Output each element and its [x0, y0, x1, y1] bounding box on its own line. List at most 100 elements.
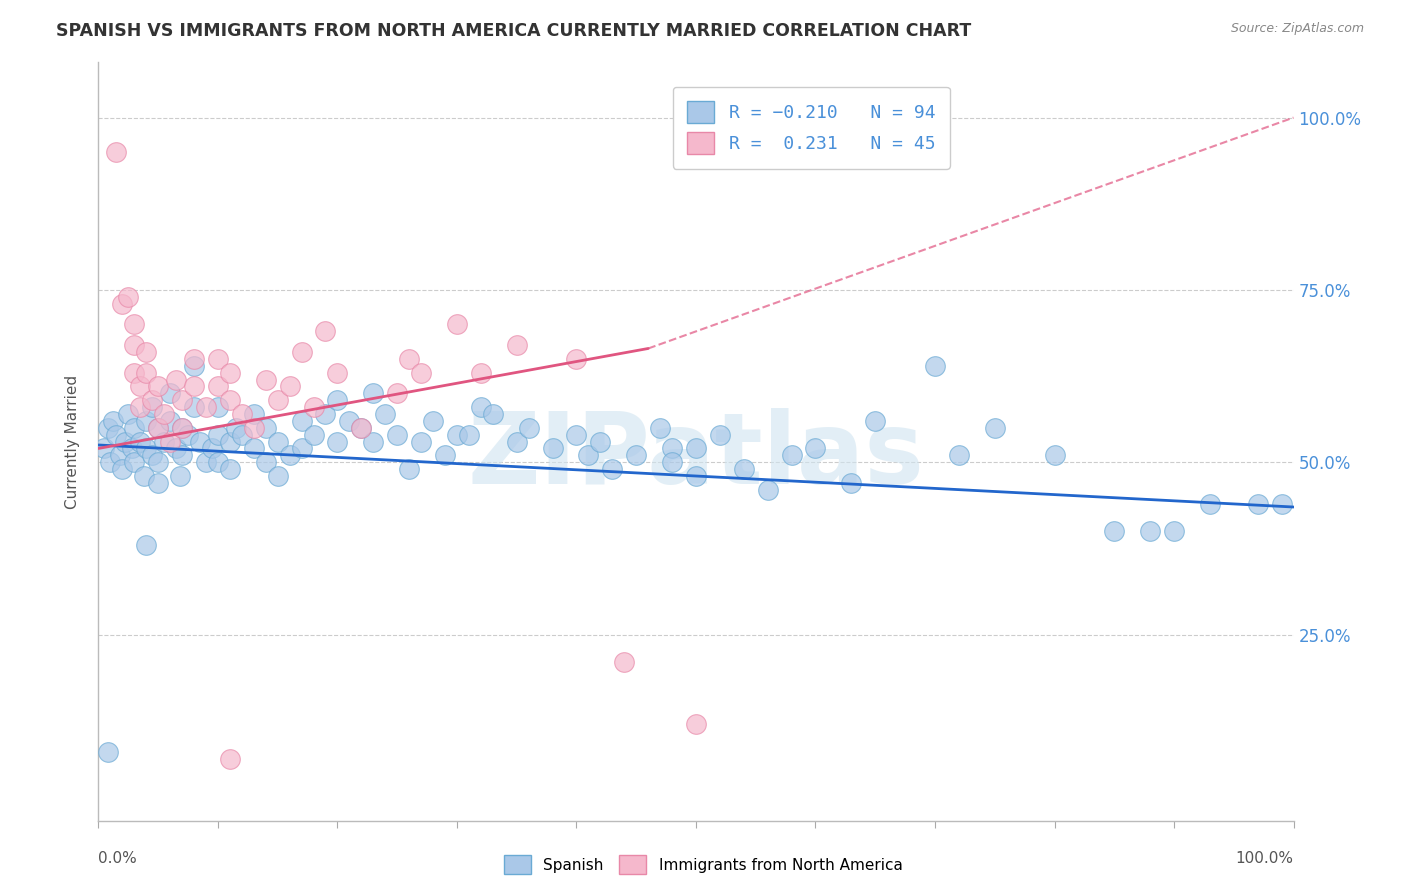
- Y-axis label: Currently Married: Currently Married: [65, 375, 80, 508]
- Point: [302, 400, 325, 414]
- Point: [207, 427, 229, 442]
- Point: [148, 379, 170, 393]
- Point: [159, 414, 181, 428]
- Point: [124, 455, 146, 469]
- Point: [517, 421, 540, 435]
- Point: [565, 351, 588, 366]
- Point: [135, 442, 157, 456]
- Point: [984, 421, 1007, 435]
- Point: [172, 448, 194, 462]
- Point: [434, 448, 457, 462]
- Point: [183, 351, 205, 366]
- Point: [177, 427, 200, 442]
- Point: [114, 434, 136, 449]
- Point: [207, 351, 229, 366]
- Point: [267, 434, 290, 449]
- Text: ZIPatlas: ZIPatlas: [468, 409, 924, 505]
- Point: [506, 338, 529, 352]
- Point: [135, 366, 157, 380]
- Point: [201, 442, 224, 456]
- Legend: R = −0.210   N = 94, R =  0.231   N = 45: R = −0.210 N = 94, R = 0.231 N = 45: [673, 87, 950, 169]
- Point: [135, 414, 157, 428]
- Point: [97, 421, 120, 435]
- Point: [172, 393, 194, 408]
- Point: [506, 434, 529, 449]
- Point: [93, 442, 115, 456]
- Point: [129, 400, 152, 414]
- Point: [105, 427, 128, 442]
- Point: [98, 455, 122, 469]
- Point: [132, 469, 155, 483]
- Point: [804, 442, 827, 456]
- Point: [153, 407, 176, 421]
- Point: [254, 372, 277, 386]
- Point: [117, 407, 139, 421]
- Point: [141, 393, 163, 408]
- Point: [172, 421, 194, 435]
- Point: [661, 442, 683, 456]
- Point: [172, 421, 194, 435]
- Point: [141, 400, 163, 414]
- Point: [219, 462, 242, 476]
- Text: 100.0%: 100.0%: [1236, 851, 1294, 866]
- Point: [363, 386, 385, 401]
- Point: [339, 414, 361, 428]
- Point: [422, 414, 444, 428]
- Point: [648, 421, 672, 435]
- Point: [541, 442, 564, 456]
- Point: [207, 455, 229, 469]
- Point: [254, 421, 277, 435]
- Point: [111, 296, 134, 310]
- Point: [578, 448, 600, 462]
- Point: [363, 434, 385, 449]
- Point: [159, 386, 181, 401]
- Point: [165, 442, 187, 456]
- Point: [183, 359, 205, 373]
- Point: [613, 655, 636, 669]
- Point: [124, 318, 146, 332]
- Text: Source: ZipAtlas.com: Source: ZipAtlas.com: [1230, 22, 1364, 36]
- Point: [153, 434, 176, 449]
- Point: [278, 379, 301, 393]
- Point: [315, 324, 337, 338]
- Point: [183, 400, 205, 414]
- Point: [685, 717, 707, 731]
- Point: [326, 393, 349, 408]
- Point: [148, 475, 170, 490]
- Point: [267, 469, 290, 483]
- Point: [1043, 448, 1066, 462]
- Point: [169, 469, 191, 483]
- Point: [470, 366, 492, 380]
- Point: [924, 359, 946, 373]
- Point: [225, 421, 247, 435]
- Point: [219, 393, 242, 408]
- Point: [481, 407, 505, 421]
- Point: [243, 421, 266, 435]
- Point: [124, 338, 146, 352]
- Point: [1271, 497, 1294, 511]
- Point: [756, 483, 779, 497]
- Point: [291, 442, 314, 456]
- Point: [398, 462, 420, 476]
- Point: [565, 427, 588, 442]
- Point: [195, 455, 218, 469]
- Point: [458, 427, 481, 442]
- Text: 0.0%: 0.0%: [98, 851, 138, 866]
- Point: [291, 414, 314, 428]
- Point: [141, 448, 163, 462]
- Point: [948, 448, 970, 462]
- Point: [315, 407, 337, 421]
- Point: [108, 448, 131, 462]
- Point: [159, 434, 181, 449]
- Point: [780, 448, 803, 462]
- Point: [385, 427, 409, 442]
- Point: [207, 379, 229, 393]
- Point: [865, 414, 887, 428]
- Point: [101, 414, 124, 428]
- Point: [195, 400, 218, 414]
- Point: [165, 372, 187, 386]
- Point: [446, 318, 468, 332]
- Point: [148, 421, 170, 435]
- Point: [602, 462, 624, 476]
- Legend: Spanish, Immigrants from North America: Spanish, Immigrants from North America: [498, 849, 908, 880]
